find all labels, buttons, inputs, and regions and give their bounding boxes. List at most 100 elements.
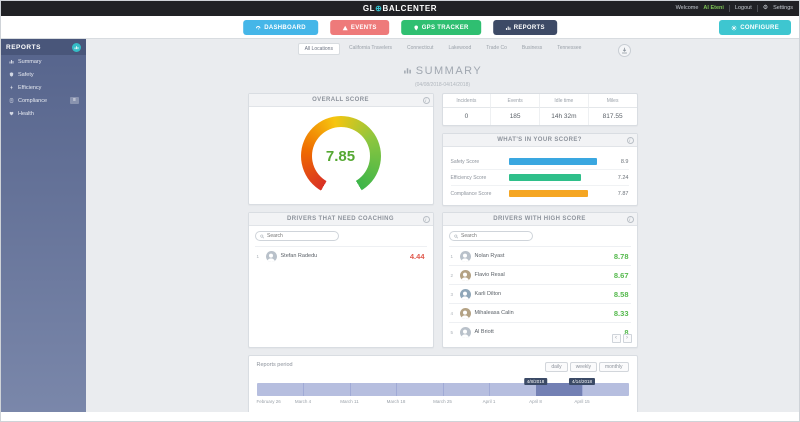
tab-location-3[interactable]: Lakewood xyxy=(448,45,472,51)
stat-label-events: Events xyxy=(491,94,540,108)
logout-link[interactable]: Logout xyxy=(734,5,752,11)
stat-value-idle-time: 14h 32m xyxy=(540,108,589,125)
tab-location-2[interactable]: Connecticut xyxy=(407,45,434,51)
gridline xyxy=(489,383,490,396)
sidebar-title: REPORTS xyxy=(6,43,41,51)
driver-avatar xyxy=(459,269,471,281)
card-header: OVERALL SCORE i xyxy=(248,94,433,107)
nav-dashboard-button[interactable]: DASHBOARD xyxy=(243,20,318,35)
username[interactable]: Al Eteni xyxy=(703,5,724,11)
sidebar-item-compliance[interactable]: Compliance ≡ xyxy=(1,94,86,107)
nav-buttons: DASHBOARD EVENTS GPS TRACKER REPORTS xyxy=(243,20,557,35)
driver-avatar xyxy=(265,250,277,262)
nav-configure-button[interactable]: CONFIGURE xyxy=(719,20,791,35)
nav-events-button[interactable]: EVENTS xyxy=(329,20,389,35)
app-logo: GL⊕BALCENTER xyxy=(363,1,437,16)
page-header: SUMMARY (04/08/2018-04/14/2018) xyxy=(86,62,799,88)
driver-name: Al Briott xyxy=(474,329,494,335)
period-slider[interactable]: 4/8/2018 4/14/2018 xyxy=(256,378,629,396)
card-header: DRIVERS THAT NEED COACHING i xyxy=(248,213,433,226)
sidebar-item-efficiency[interactable]: Efficiency xyxy=(1,81,86,94)
range-start-tag[interactable]: 4/8/2018 xyxy=(523,378,548,385)
coaching-search-input[interactable] xyxy=(267,233,334,239)
prev-page-button[interactable]: ‹ xyxy=(611,334,621,343)
pagination: ‹ › xyxy=(611,334,632,343)
overall-score-card: OVERALL SCORE i 7.85 xyxy=(247,93,434,205)
sidebar-header: REPORTS xyxy=(1,39,86,55)
nav-reports-button[interactable]: REPORTS xyxy=(492,20,557,35)
daily-button[interactable]: daily xyxy=(545,362,568,372)
coaching-driver-list: 1 Stefan Radedu 4.44 xyxy=(254,246,427,265)
weekly-button[interactable]: weekly xyxy=(569,362,597,372)
welcome-label: Welcome xyxy=(675,5,699,11)
logo-text-post: BALCENTER xyxy=(382,4,438,13)
tab-all-locations[interactable]: All Locations xyxy=(297,43,340,55)
driver-row[interactable]: 1 Stefan Radedu 4.44 xyxy=(254,246,427,265)
sidebar-item-safety[interactable]: Safety xyxy=(1,68,86,81)
tab-location-6[interactable]: Tennessee xyxy=(557,45,582,51)
bar-value: 7.24 xyxy=(617,174,629,181)
row-index: 2 xyxy=(450,272,454,278)
compliance-menu-toggle[interactable]: ≡ xyxy=(70,97,79,104)
sidebar-item-label: Safety xyxy=(18,71,34,78)
tab-location-1[interactable]: California Travelers xyxy=(348,45,393,51)
tab-location-4[interactable]: Trade Co xyxy=(486,45,507,51)
info-icon[interactable]: i xyxy=(626,137,634,144)
compliance-score-bar xyxy=(508,190,588,197)
high-score-search-input[interactable] xyxy=(461,233,528,239)
nav-events-label: EVENTS xyxy=(350,24,377,31)
bolt-icon xyxy=(8,85,14,90)
nav-gps-tracker-button[interactable]: GPS TRACKER xyxy=(400,20,481,35)
gauge-center: 7.85 xyxy=(311,127,370,185)
high-score-driver-list: 1 Nolan Ryast 8.78 2 Flavio Resal 8.67 xyxy=(448,246,631,341)
info-icon[interactable]: i xyxy=(422,97,430,104)
sidebar-item-label: Efficiency xyxy=(18,84,42,91)
gridline xyxy=(442,383,444,396)
nav-gps-label: GPS TRACKER xyxy=(421,24,469,31)
row-index: 3 xyxy=(450,291,454,297)
stat-label-incidents: Incidents xyxy=(442,94,492,108)
tab-location-5[interactable]: Business xyxy=(521,45,543,51)
card-title: DRIVERS WITH HIGH SCORE xyxy=(493,216,586,222)
sidebar-item-label: Compliance xyxy=(18,97,48,104)
next-page-button[interactable]: › xyxy=(622,334,632,343)
driver-row[interactable]: 1 Nolan Ryast 8.78 xyxy=(448,246,631,265)
driver-avatar xyxy=(459,326,471,338)
sidebar-item-health[interactable]: Health xyxy=(1,107,86,120)
reports-period-label: Reports period xyxy=(256,362,293,368)
selected-period-range[interactable] xyxy=(535,383,582,396)
axis-label: April 15 xyxy=(574,399,590,404)
breakdown-bars: Safety Score 8.9 Efficiency Score 7.24 C… xyxy=(443,147,637,205)
divider xyxy=(728,5,730,12)
driver-score: 8.67 xyxy=(613,270,629,280)
user-menu: Welcome Al Eteni Logout ⚙ Settings xyxy=(676,1,793,16)
driver-row[interactable]: 5 Al Briott 8 xyxy=(448,322,631,341)
gauge-ring: 7.85 xyxy=(300,116,381,196)
export-button[interactable] xyxy=(618,44,631,57)
axis-label: March 25 xyxy=(433,399,452,404)
settings-link[interactable]: Settings xyxy=(773,5,793,11)
warning-icon xyxy=(342,25,348,30)
stat-label-miles: Miles xyxy=(588,94,637,108)
info-icon[interactable]: i xyxy=(422,216,430,223)
shield-icon xyxy=(8,72,14,77)
summary-chart-icon xyxy=(8,59,14,64)
card-header: WHAT'S IN YOUR SCORE? i xyxy=(442,134,637,147)
driver-row[interactable]: 4 Mihaleasa Calin 8.33 xyxy=(448,303,631,322)
driver-row[interactable]: 3 Karli Dilton 8.58 xyxy=(448,284,631,303)
axis-label: March 11 xyxy=(340,399,359,404)
driver-row[interactable]: 2 Flavio Resal 8.67 xyxy=(448,265,631,284)
bar-value: 7.87 xyxy=(617,190,629,197)
info-icon[interactable]: i xyxy=(626,216,634,223)
range-end-tag[interactable]: 4/14/2018 xyxy=(568,378,596,385)
page-title: SUMMARY xyxy=(403,65,483,77)
monthly-button[interactable]: monthly xyxy=(598,362,629,372)
high-score-drivers-card: DRIVERS WITH HIGH SCORE i 1 Nolan xyxy=(441,212,638,348)
driver-name: Nolan Ryast xyxy=(474,253,505,259)
sidebar-item-summary[interactable]: Summary xyxy=(1,55,86,68)
bar-track xyxy=(508,190,609,197)
bar-label: Safety Score xyxy=(450,158,480,165)
bar-value: 8.9 xyxy=(620,158,629,165)
gridline xyxy=(349,383,351,396)
reports-circle-icon[interactable] xyxy=(72,42,81,52)
